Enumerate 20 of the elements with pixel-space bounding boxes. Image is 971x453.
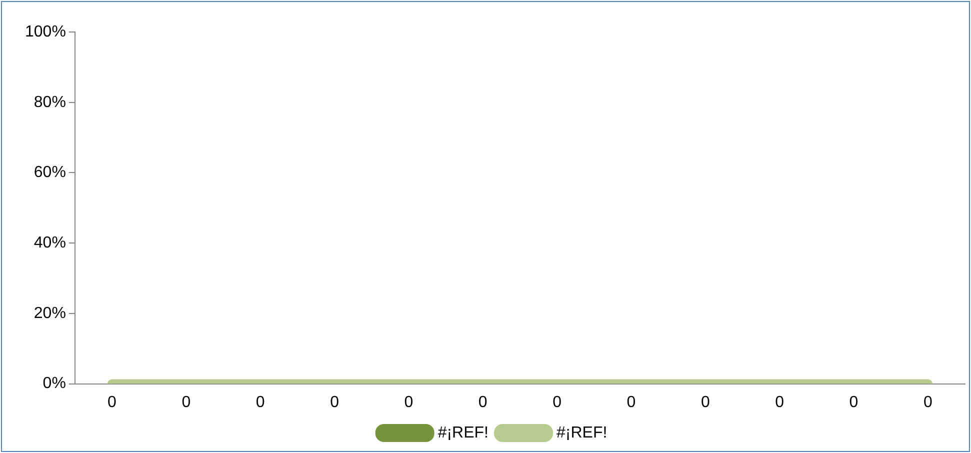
x-tick-label: 0 xyxy=(626,394,636,411)
y-tick-label: 20% xyxy=(34,304,66,322)
y-tick-label: 40% xyxy=(34,234,66,252)
x-tick-label: 0 xyxy=(256,394,265,411)
x-tick-label: 0 xyxy=(700,394,710,411)
x-tick-label: 0 xyxy=(849,394,858,411)
y-tick-label: 0% xyxy=(42,375,66,392)
legend-label: #¡REF! xyxy=(556,424,608,442)
y-tick-label: 80% xyxy=(34,94,66,111)
x-tick-label: 0 xyxy=(182,394,191,411)
x-tick-label: 0 xyxy=(552,394,562,411)
x-tick-label: 0 xyxy=(775,394,784,411)
legend-label: #¡REF! xyxy=(438,424,488,442)
x-tick-label: 0 xyxy=(478,394,488,411)
x-tick-label: 0 xyxy=(404,394,414,411)
y-tick-label: 100% xyxy=(25,23,66,40)
x-tick-label: 0 xyxy=(108,394,117,411)
x-tick-label: 0 xyxy=(923,394,932,411)
x-tick-label: 0 xyxy=(330,394,340,411)
y-tick-label: 60% xyxy=(34,164,66,182)
